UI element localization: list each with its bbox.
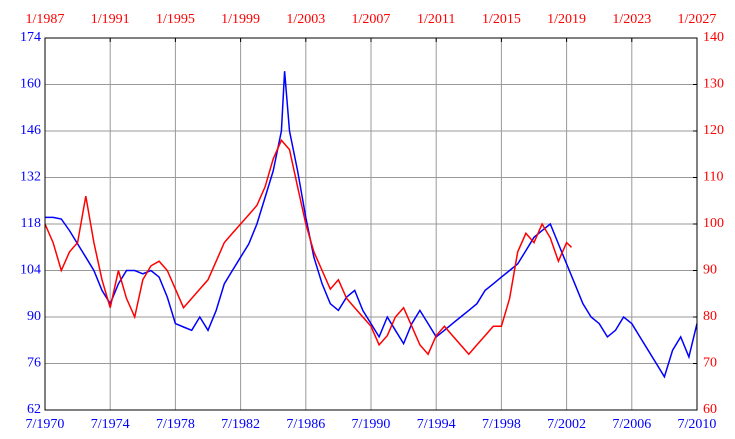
y-tick-label: 160 [20, 77, 41, 92]
x2-tick-label: 1/2011 [417, 12, 455, 27]
plot-frame [44, 37, 698, 411]
data-line [45, 71, 698, 379]
y-tick-label: 118 [21, 216, 41, 231]
x-tick-label: 7/1986 [286, 417, 325, 432]
y-tick-label: 146 [20, 123, 41, 138]
x-tick-label: 7/2002 [547, 417, 586, 432]
x-tick-label: 7/2010 [678, 417, 717, 432]
x2-tick-label: 1/2007 [352, 12, 391, 27]
y2-tick-label: 100 [703, 216, 724, 231]
y-tick-label: 104 [20, 263, 41, 278]
x2-tick-label: 1/2027 [678, 12, 717, 27]
x-tick-label: 7/2006 [612, 417, 651, 432]
y2-tick-label: 70 [703, 356, 717, 371]
y-tick-label: 174 [20, 30, 41, 45]
y-tick-label: 90 [27, 309, 41, 324]
y-tick-label: 132 [20, 170, 41, 185]
x2-tick-label: 1/1987 [26, 12, 65, 27]
x2-tick-label: 1/1991 [91, 12, 130, 27]
x2-tick-label: 1/2003 [286, 12, 325, 27]
x-tick-label: 7/1970 [26, 417, 65, 432]
data-line [44, 138, 573, 356]
x2-tick-label: 1/2015 [482, 12, 521, 27]
x2-tick-label: 1/1995 [156, 12, 195, 27]
y2-tick-label: 60 [703, 402, 717, 417]
x-tick-label: 7/1998 [482, 417, 521, 432]
x-tick-label: 7/1978 [156, 417, 195, 432]
x-tick-label: 7/1994 [417, 417, 456, 432]
x2-tick-label: 1/1999 [221, 12, 260, 27]
y2-tick-label: 140 [703, 30, 724, 45]
y2-tick-label: 90 [703, 263, 717, 278]
y2-tick-label: 110 [703, 170, 723, 185]
x-tick-label: 7/1990 [352, 417, 391, 432]
y-tick-label: 76 [27, 356, 41, 371]
x-tick-label: 7/1982 [221, 417, 260, 432]
x2-tick-label: 1/2019 [547, 12, 586, 27]
x2-tick-label: 1/2023 [612, 12, 651, 27]
y2-tick-label: 130 [703, 77, 724, 92]
x-tick-label: 7/1974 [91, 417, 130, 432]
y2-tick-label: 80 [703, 309, 717, 324]
y2-tick-label: 120 [703, 123, 724, 138]
y-tick-label: 62 [27, 402, 41, 417]
